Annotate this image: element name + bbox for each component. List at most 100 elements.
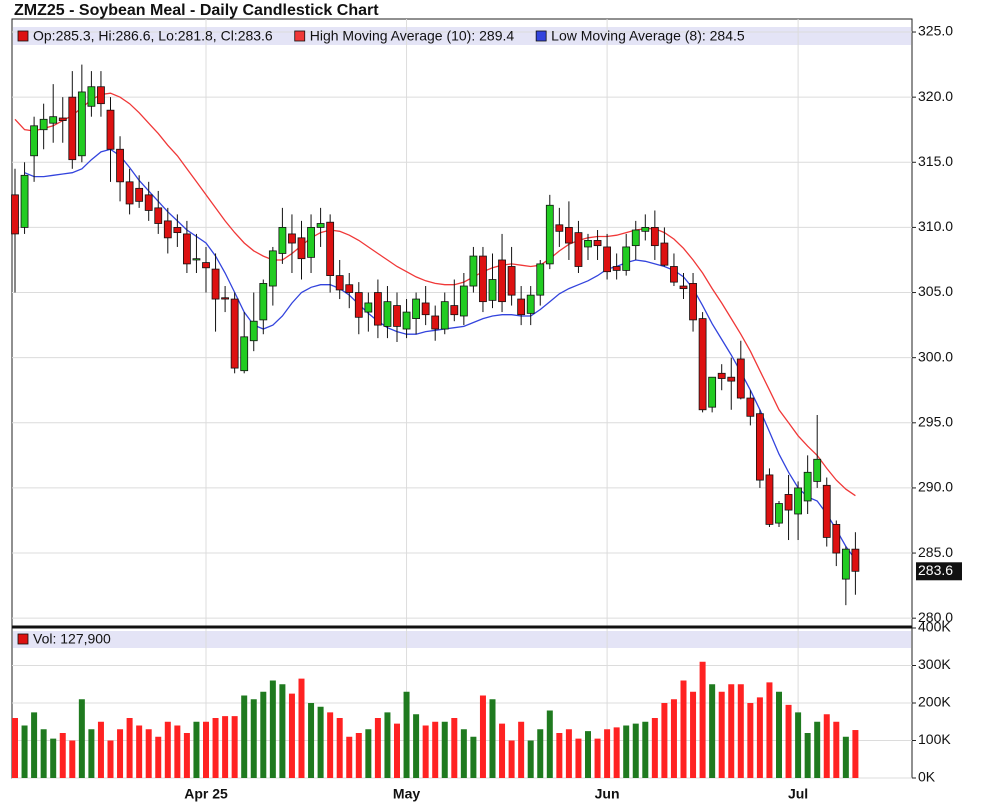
volume-bar	[432, 721, 439, 778]
candle-body	[584, 240, 592, 248]
candle-body	[565, 227, 573, 244]
candle-body	[689, 283, 697, 321]
volume-bar	[279, 684, 286, 778]
candle-body	[11, 194, 19, 235]
volume-bar	[604, 729, 611, 778]
candle-body	[431, 315, 440, 330]
volume-bar	[823, 714, 830, 778]
volume-bar	[69, 740, 76, 778]
volume-bar	[699, 661, 706, 778]
volume-bar	[203, 721, 209, 778]
volume-bar	[145, 729, 152, 778]
legend-label: High Moving Average (10): 289.4	[310, 28, 515, 44]
candle-body	[851, 548, 860, 572]
candle-body	[106, 109, 115, 150]
candle-body	[765, 474, 774, 525]
volume-bar	[441, 721, 448, 778]
candle-body	[631, 229, 640, 247]
volume-bar	[21, 725, 28, 778]
legend: Op:285.3, Hi:286.6, Lo:281.8, Cl:283.6 Hi…	[17, 28, 962, 647]
volume-bar	[499, 723, 506, 778]
volume-bar	[690, 691, 697, 778]
candle-body	[459, 285, 468, 317]
last-price-label: 283.6	[918, 562, 953, 578]
candle-body	[736, 358, 745, 399]
volume-bar	[670, 699, 677, 778]
candle-body	[97, 86, 105, 105]
legend-label: Vol: 127,900	[33, 631, 111, 647]
legend-swatch	[17, 633, 29, 645]
candle-body	[393, 305, 401, 327]
volume-bar	[833, 721, 840, 778]
candle-body	[545, 204, 554, 265]
candle-body	[440, 301, 449, 330]
candle-body	[58, 117, 67, 122]
candle-body	[727, 376, 736, 382]
candle-body	[87, 86, 96, 107]
candle-body	[345, 284, 354, 293]
volume-bar	[651, 718, 658, 778]
candle-body	[316, 223, 325, 228]
y-tick-label: 280.0	[918, 609, 953, 625]
candle-body	[20, 174, 29, 228]
candle-body	[650, 227, 659, 247]
volume-bar	[117, 729, 124, 778]
x-tick-label: Jun	[595, 786, 620, 802]
volume-bar	[785, 704, 792, 778]
y-tick-label: 290.0	[918, 479, 953, 495]
candle-body	[211, 268, 220, 300]
candle-body	[841, 548, 850, 580]
y-tick-label: 285.0	[918, 544, 953, 560]
candle-body	[822, 484, 831, 538]
candle-body	[679, 285, 688, 290]
y-tick-label: 200K	[918, 694, 951, 710]
volume-bar	[50, 738, 57, 778]
candle-body	[536, 263, 545, 296]
candle-body	[670, 266, 678, 283]
candle-body	[488, 279, 497, 301]
candle-body	[412, 298, 421, 319]
candle-body	[278, 227, 287, 254]
volume-bar	[298, 678, 305, 778]
candle-body	[354, 292, 363, 318]
last-price-box	[916, 562, 962, 581]
candle-body	[517, 298, 526, 316]
candle-body	[221, 297, 230, 300]
volume-bar	[842, 736, 849, 778]
candle-body	[622, 246, 631, 271]
legend-label: Low Moving Average (8): 284.5	[551, 28, 745, 44]
legend-swatch	[294, 30, 306, 42]
volume-bar	[613, 727, 620, 778]
x-tick-label: Jul	[788, 786, 808, 802]
volume-bar	[642, 721, 649, 778]
candle-body	[202, 262, 210, 269]
volume-bar	[575, 738, 582, 778]
candle-body	[30, 125, 39, 157]
volume-bar	[336, 718, 343, 778]
volume-bar	[78, 699, 85, 778]
legend-label: Op:285.3, Hi:286.6, Lo:281.8, Cl:283.6	[33, 28, 273, 44]
candle-body	[163, 220, 172, 239]
volume-bar	[661, 703, 668, 778]
volume-bar	[365, 729, 372, 778]
candle-body	[230, 298, 239, 369]
volume-bar	[766, 682, 773, 778]
volume-bar	[709, 684, 716, 778]
candle-body	[555, 224, 564, 232]
volume-bar	[422, 725, 429, 778]
volume-bar	[346, 736, 353, 778]
volume-bar	[594, 738, 601, 778]
candle-body	[603, 246, 611, 273]
y-tick-label: 0K	[918, 769, 936, 785]
candle-body	[116, 148, 124, 183]
candle-body	[746, 397, 755, 417]
volume-bar	[632, 723, 639, 778]
candle-body	[307, 227, 315, 258]
candle-body	[803, 471, 812, 502]
candle-body	[182, 233, 191, 265]
volume-bar	[317, 706, 324, 778]
candle-body	[660, 242, 669, 266]
volume-bar	[97, 721, 104, 778]
candle-body	[68, 96, 77, 161]
candle-body	[77, 91, 86, 157]
